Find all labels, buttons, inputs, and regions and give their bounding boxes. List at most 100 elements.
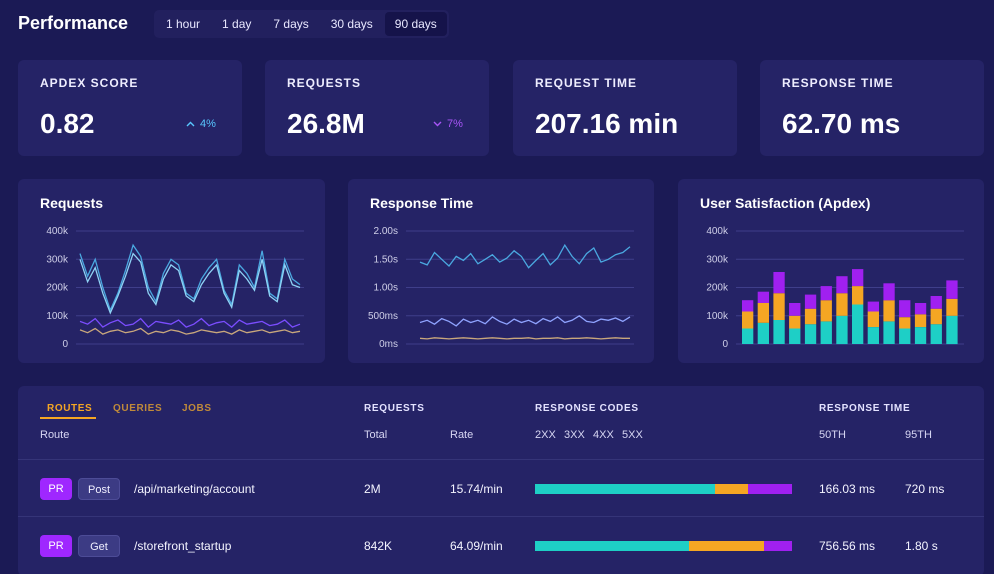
y-tick-label: 0: [62, 339, 68, 350]
route-path[interactable]: /storefront_startup: [134, 539, 232, 553]
tab-routes[interactable]: ROUTES: [47, 403, 93, 414]
bar-segment: [914, 314, 927, 327]
bar-segment: [804, 308, 817, 325]
column-header-2xx[interactable]: 2XX: [535, 429, 556, 441]
column-header-route[interactable]: Route: [40, 429, 70, 441]
bar-segment: [946, 298, 958, 316]
y-tick-label: 400k: [46, 226, 69, 237]
bar-segment: [836, 315, 848, 345]
y-tick-label: 0ms: [379, 339, 398, 350]
stat-card-request-time: REQUEST TIME 207.16 min: [513, 60, 737, 156]
bar-segment: [742, 311, 754, 329]
y-tick-label: 500ms: [368, 311, 398, 322]
total-requests: 2M: [364, 482, 381, 496]
tab-jobs[interactable]: JOBS: [182, 403, 212, 414]
y-tick-label: 100k: [706, 311, 729, 322]
bar-segment: [789, 315, 801, 329]
stat-delta: 4%: [186, 118, 216, 130]
route-path[interactable]: /api/marketing/account: [134, 482, 255, 496]
table-row[interactable]: PR Post /api/marketing/account 2M 15.74/…: [18, 459, 984, 516]
series-line: [79, 243, 301, 312]
chart-card-requests: Requests 400k 300k 200k 100k 0: [18, 179, 325, 363]
request-rate: 64.09/min: [450, 539, 503, 553]
column-header-total[interactable]: Total: [364, 429, 388, 441]
bar-segment: [930, 308, 942, 325]
p50-time: 756.56 ms: [819, 539, 876, 553]
column-header-95th[interactable]: 95TH: [905, 429, 932, 441]
range-tab-1day[interactable]: 1 day: [222, 17, 252, 31]
stat-label: REQUESTS: [287, 76, 362, 90]
bar-segment: [773, 293, 785, 320]
chart-title: User Satisfaction (Apdex): [700, 195, 871, 211]
range-tab-7days[interactable]: 7 days: [273, 17, 309, 31]
column-header-rate[interactable]: Rate: [450, 429, 474, 441]
bar-segment: [930, 296, 942, 309]
bar-segment: [946, 280, 958, 299]
bar-segment-4xx: [763, 541, 792, 551]
y-tick-label: 400k: [706, 226, 729, 237]
bar-segment: [757, 291, 769, 303]
bar-segment: [836, 276, 848, 294]
stat-delta: 7%: [433, 118, 463, 130]
stat-value: 62.70 ms: [782, 108, 901, 139]
stat-label: APDEX SCORE: [40, 76, 139, 90]
requests-line-chart: 400k 300k 200k 100k 0: [46, 226, 304, 350]
stat-value: 26.8M: [287, 108, 365, 139]
bar-segment: [804, 324, 817, 344]
stat-value: 0.82: [40, 108, 95, 139]
bar-segment: [867, 301, 879, 312]
pr-badge: PR: [40, 478, 72, 500]
bar-segment: [820, 286, 832, 301]
bar-segment: [883, 321, 895, 344]
time-group-header: RESPONSE TIME: [819, 403, 911, 414]
requests-group-header: REQUESTS: [364, 403, 425, 414]
tab-queries[interactable]: QUERIES: [113, 403, 163, 414]
bar-segment-2xx: [535, 541, 690, 551]
bar-segment: [820, 300, 832, 322]
range-tab-30days[interactable]: 30 days: [330, 17, 373, 31]
range-tab-90days[interactable]: 90 days: [384, 12, 447, 36]
bar-segment: [789, 303, 801, 316]
series-line: [79, 327, 301, 335]
method-badge: Get: [78, 535, 120, 557]
column-header-3xx[interactable]: 3XX: [564, 429, 585, 441]
page-title: Performance: [18, 13, 129, 33]
y-tick-label: 300k: [706, 254, 729, 265]
stat-label: REQUEST TIME: [535, 76, 638, 90]
series-line: [419, 243, 631, 269]
bar-segment-3xx: [714, 484, 749, 494]
y-tick-label: 300k: [46, 254, 69, 265]
bar-segment: [836, 293, 848, 316]
stat-delta-value: 7%: [447, 118, 463, 130]
codes-group-header: RESPONSE CODES: [535, 403, 639, 414]
bar-segment: [899, 328, 911, 344]
stat-card-response-time: RESPONSE TIME 62.70 ms: [760, 60, 984, 156]
y-tick-label: 200k: [46, 283, 69, 294]
bar-segment-4xx: [748, 484, 792, 494]
bar-segment-2xx: [535, 484, 715, 494]
bar-segment: [914, 303, 927, 315]
p50-time: 166.03 ms: [819, 482, 876, 496]
chevron-down-icon: [433, 118, 442, 130]
bar-segment: [773, 272, 785, 294]
p95-time: 1.80 s: [905, 539, 938, 553]
range-tab-1hour[interactable]: 1 hour: [166, 17, 201, 31]
chart-card-response-time: Response Time 2.00s 1.50s 1.00s 500ms 0ms: [348, 179, 654, 363]
column-header-50th[interactable]: 50TH: [819, 429, 846, 441]
bar-segment: [852, 269, 864, 287]
y-tick-label: 0: [722, 339, 728, 350]
stat-value: 207.16 min: [535, 108, 679, 139]
apdex-bar-chart: 400k 300k 200k 100k 0: [706, 226, 964, 350]
bar-segment: [852, 286, 864, 305]
table-row[interactable]: PR Get /storefront_startup 842K 64.09/mi…: [18, 516, 984, 573]
stat-card-apdex: APDEX SCORE 0.82 4%: [18, 60, 242, 156]
column-header-4xx[interactable]: 4XX: [593, 429, 614, 441]
y-tick-label: 1.00s: [374, 283, 398, 294]
bar-segment: [946, 315, 958, 345]
stat-delta-value: 4%: [200, 118, 216, 130]
column-header-5xx[interactable]: 5XX: [622, 429, 643, 441]
request-rate: 15.74/min: [450, 482, 503, 496]
bar-segment: [773, 320, 785, 344]
pr-badge: PR: [40, 535, 72, 557]
chart-title: Response Time: [370, 195, 474, 211]
